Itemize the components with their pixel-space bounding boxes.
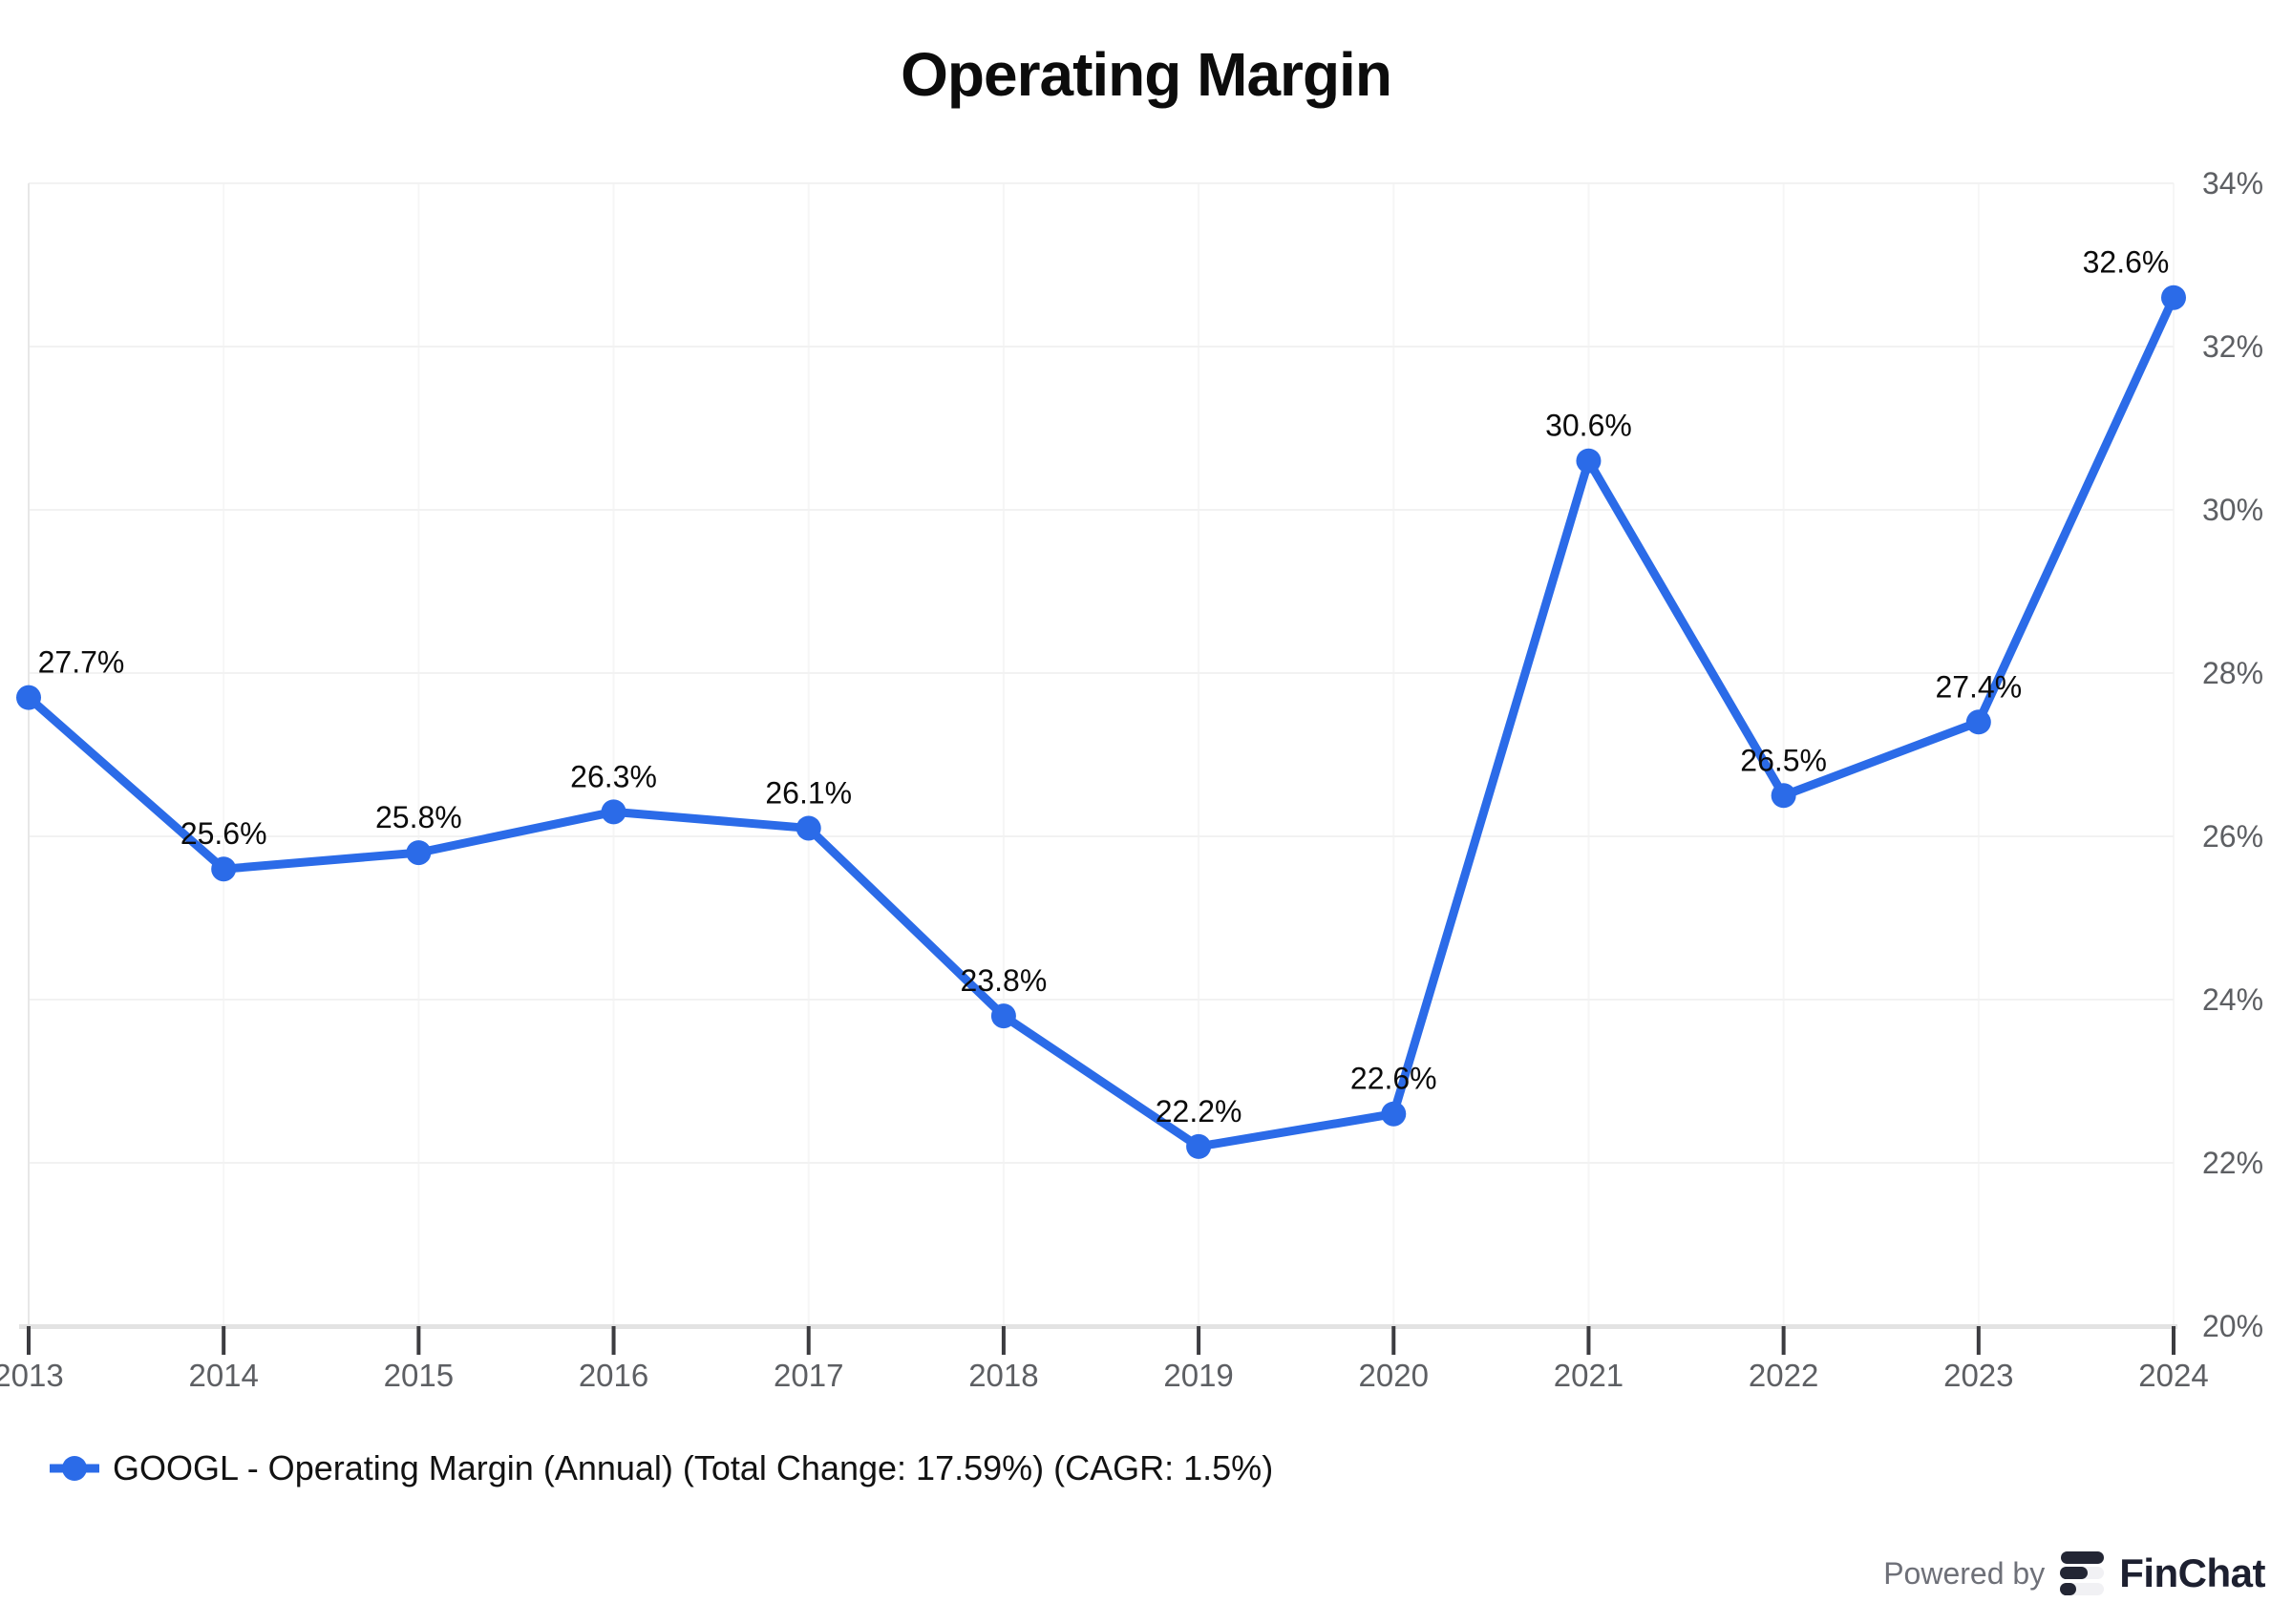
data-point[interactable] <box>406 840 432 866</box>
legend-label: GOOGL - Operating Margin (Annual) (Total… <box>113 1448 1274 1487</box>
x-axis-tick-label: 2018 <box>968 1358 1038 1393</box>
data-point-label: 23.8% <box>961 963 1048 998</box>
y-axis-tick-label: 22% <box>2202 1146 2263 1180</box>
y-axis-tick-label: 30% <box>2202 493 2263 527</box>
y-axis-tick-label: 34% <box>2202 166 2263 200</box>
data-point-label: 27.4% <box>1935 669 2022 704</box>
data-point-label: 27.7% <box>38 645 125 680</box>
x-axis-tick-label: 2023 <box>1943 1358 2013 1393</box>
x-axis-tick-label: 2021 <box>1554 1358 1624 1393</box>
data-point-label: 26.1% <box>765 775 852 810</box>
data-point[interactable] <box>1186 1133 1212 1159</box>
legend-marker-icon <box>50 1456 99 1481</box>
data-point-label: 32.6% <box>2083 245 2170 280</box>
chart-title: Operating Margin <box>901 40 1392 109</box>
series-line <box>24 293 2178 1151</box>
x-axis-tick-label: 2022 <box>1749 1358 1818 1393</box>
y-axis-tick-label: 32% <box>2202 329 2263 364</box>
data-point[interactable] <box>2161 285 2186 310</box>
powered-by-label: Powered by <box>1883 1555 2046 1591</box>
legend-item[interactable]: GOOGL - Operating Margin (Annual) (Total… <box>50 1442 1273 1495</box>
data-point-label: 26.3% <box>570 759 657 793</box>
data-point[interactable] <box>1381 1101 1407 1127</box>
x-axis-tick-label: 2019 <box>1163 1358 1233 1393</box>
y-axis-tick-label: 20% <box>2202 1309 2263 1343</box>
x-axis-tick-label: 2017 <box>774 1358 843 1393</box>
x-axis-tick-label: 2013 <box>0 1358 64 1393</box>
finchat-attribution[interactable]: Powered by FinChat <box>1883 1549 2265 1598</box>
x-axis-tick-label: 2024 <box>2138 1358 2208 1393</box>
x-axis-line <box>19 1324 2177 1329</box>
data-point-label: 25.6% <box>180 816 267 851</box>
data-point[interactable] <box>796 815 821 841</box>
data-point[interactable] <box>16 685 41 710</box>
brand-name-label: FinChat <box>2119 1550 2265 1595</box>
data-point-label: 25.8% <box>375 800 462 834</box>
x-axis-tick-label: 2015 <box>384 1358 454 1393</box>
data-point-label: 22.2% <box>1156 1094 1242 1128</box>
y-axis-tick-label: 28% <box>2202 656 2263 690</box>
x-axis-tick-label: 2016 <box>579 1358 648 1393</box>
x-axis-tick-label: 2014 <box>188 1358 258 1393</box>
data-point[interactable] <box>211 856 237 882</box>
data-point-label: 22.6% <box>1350 1062 1437 1096</box>
data-point[interactable] <box>1965 709 1991 735</box>
x-axis-tick-label: 2020 <box>1359 1358 1429 1393</box>
data-point-label: 26.5% <box>1740 743 1827 777</box>
data-point[interactable] <box>990 1003 1016 1029</box>
y-axis-tick-label: 26% <box>2202 819 2263 854</box>
data-point[interactable] <box>1771 783 1796 809</box>
data-point[interactable] <box>1576 448 1602 474</box>
finchat-logo-icon <box>2060 1551 2105 1595</box>
data-point-label: 30.6% <box>1545 409 1632 443</box>
y-axis-tick-label: 24% <box>2202 982 2263 1017</box>
data-point[interactable] <box>601 799 626 825</box>
